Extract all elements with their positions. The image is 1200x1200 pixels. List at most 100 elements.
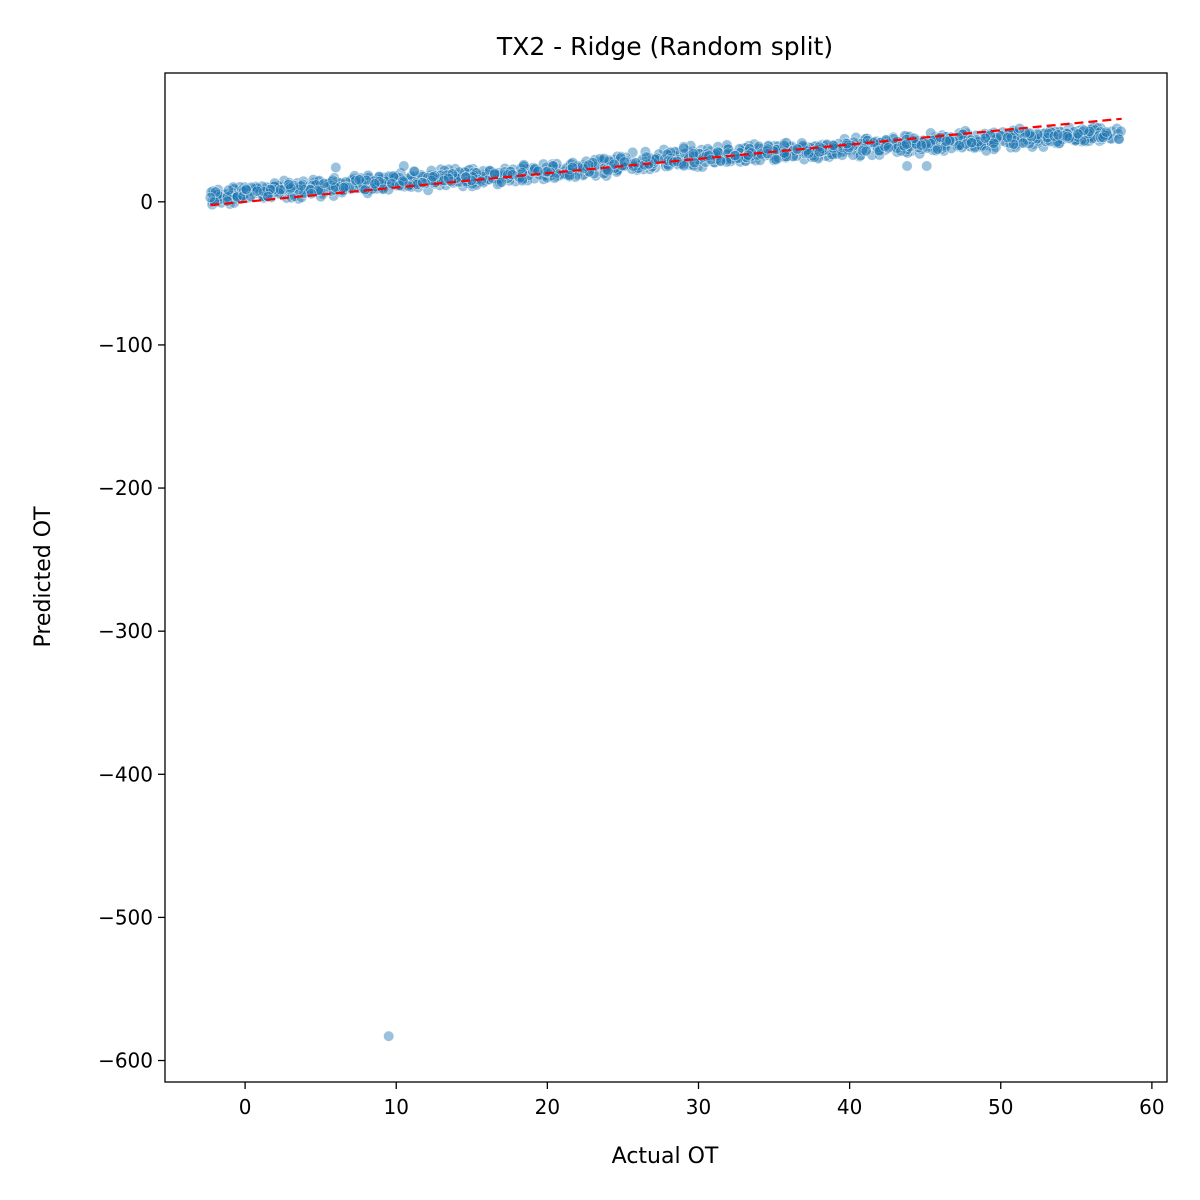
data-point	[350, 175, 362, 187]
data-point	[640, 151, 652, 163]
data-point	[387, 170, 399, 182]
data-point	[901, 160, 913, 172]
data-point	[882, 142, 894, 154]
data-point	[1005, 132, 1017, 144]
data-point	[564, 170, 576, 182]
data-point	[1024, 127, 1036, 139]
x-tick-label: 10	[384, 1095, 409, 1119]
data-point	[1052, 129, 1064, 141]
data-point	[283, 179, 295, 191]
data-point	[274, 184, 286, 196]
x-tick-label: 20	[535, 1095, 560, 1119]
data-point	[251, 185, 263, 197]
data-point	[355, 172, 367, 184]
data-point	[343, 181, 355, 193]
y-tick-label: −100	[98, 333, 153, 357]
x-tick-label: 50	[988, 1095, 1013, 1119]
x-tick-label: 30	[686, 1095, 711, 1119]
data-point	[721, 139, 733, 151]
data-point	[495, 176, 507, 188]
x-axis-label: Actual OT	[612, 1144, 719, 1169]
data-point	[901, 138, 913, 150]
data-point	[980, 145, 992, 157]
data-point	[687, 148, 699, 160]
data-point	[803, 147, 815, 159]
data-point	[678, 160, 690, 172]
data-point	[966, 137, 978, 149]
data-point	[223, 184, 235, 196]
x-tick-label: 40	[837, 1095, 862, 1119]
data-point	[598, 153, 610, 165]
data-point	[516, 175, 528, 187]
data-point	[1113, 133, 1125, 145]
data-point	[841, 138, 853, 150]
y-tick-label: −300	[98, 619, 153, 643]
plot-frame	[164, 72, 1168, 1083]
data-points	[204, 121, 1127, 1042]
data-point	[353, 174, 365, 186]
data-point	[338, 182, 350, 194]
data-point	[991, 132, 1003, 144]
data-point	[1100, 126, 1112, 138]
data-point	[915, 139, 927, 151]
data-point	[1041, 132, 1053, 144]
data-point	[618, 156, 630, 168]
data-point	[265, 183, 277, 195]
data-point	[427, 171, 439, 183]
data-point	[221, 195, 233, 207]
data-point	[1097, 131, 1109, 143]
data-point	[988, 137, 1000, 149]
data-point	[298, 184, 310, 196]
x-tick-label: 60	[1139, 1095, 1164, 1119]
data-point	[327, 174, 339, 186]
data-point	[921, 160, 933, 172]
data-point	[548, 172, 560, 184]
y-tick-label: 0	[140, 190, 153, 214]
data-point	[489, 167, 501, 179]
data-point	[705, 154, 717, 166]
y-axis-label: Predicted OT	[31, 506, 56, 648]
data-point	[814, 146, 826, 158]
data-point	[770, 154, 782, 166]
data-point	[953, 140, 965, 152]
data-point	[221, 191, 233, 203]
data-point	[931, 143, 943, 155]
data-point	[231, 191, 243, 203]
chart-title: TX2 - Ridge (Random split)	[496, 32, 833, 61]
data-point	[318, 177, 330, 189]
data-point	[397, 175, 409, 187]
data-point	[969, 141, 981, 153]
data-point	[873, 145, 885, 157]
y-tick-label: −400	[98, 762, 153, 786]
data-point	[398, 160, 410, 172]
y-tick-label: −600	[98, 1049, 153, 1073]
data-point	[664, 146, 676, 158]
data-point	[547, 160, 559, 172]
data-point	[1061, 130, 1073, 142]
data-point	[251, 182, 263, 194]
data-point	[1017, 137, 1029, 149]
data-point	[204, 192, 216, 204]
x-axis: 0 10 20 30 40 50 60	[239, 1082, 1165, 1119]
data-point	[356, 178, 368, 190]
data-point	[330, 162, 342, 174]
data-point	[541, 166, 553, 178]
data-point	[383, 1030, 395, 1042]
data-point	[860, 145, 872, 157]
data-point	[1002, 132, 1014, 144]
data-point	[678, 142, 690, 154]
data-point	[1072, 128, 1084, 140]
x-tick-label: 0	[239, 1095, 252, 1119]
data-point	[1078, 124, 1090, 136]
data-point	[240, 183, 252, 195]
data-point	[329, 181, 341, 193]
data-point	[856, 145, 868, 157]
y-axis: 0 −100 −200 −300 −400 −500 −600	[98, 190, 165, 1073]
y-tick-label: −500	[98, 905, 153, 929]
reference-line	[210, 117, 1122, 207]
data-point	[417, 177, 429, 189]
y-tick-label: −200	[98, 476, 153, 500]
data-point	[873, 149, 885, 161]
data-point	[940, 135, 952, 147]
